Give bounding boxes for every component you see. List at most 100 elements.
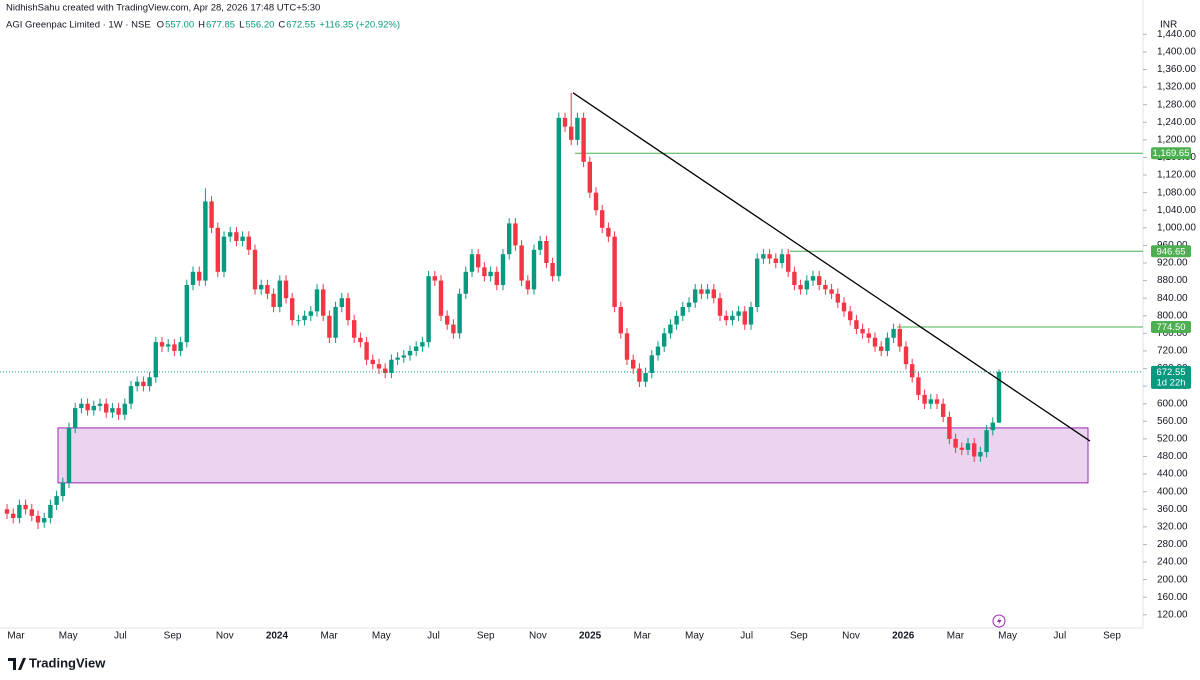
candle-body — [4, 509, 10, 514]
candle-body — [928, 399, 933, 404]
candle-body — [593, 192, 599, 211]
x-tick-label: Mar — [7, 631, 25, 642]
candle-body — [457, 293, 462, 334]
candle-body — [507, 223, 512, 255]
x-tick-label: May — [59, 631, 78, 642]
level-label: 946.65 — [1156, 246, 1185, 257]
brand-logo — [8, 658, 26, 670]
legend-value: 556.20 — [245, 20, 274, 31]
candle-body — [221, 236, 227, 272]
candle-body — [345, 298, 351, 321]
candle-body — [767, 254, 772, 259]
candle-body — [717, 298, 723, 316]
candle-body — [569, 126, 574, 140]
candle-body — [848, 311, 853, 321]
candle-body — [445, 315, 450, 325]
candle-body — [184, 284, 189, 343]
level-label: 1,169.65 — [1153, 148, 1190, 159]
bar-countdown: 1d 22h — [1156, 377, 1185, 388]
candle-body — [11, 513, 16, 519]
candle-body — [159, 342, 165, 347]
candle-body — [990, 422, 995, 431]
candle-body — [60, 482, 65, 497]
candle-body — [283, 280, 289, 299]
candle-body — [705, 289, 710, 294]
candle-body — [42, 518, 47, 523]
y-tick-label: 120.00 — [1157, 609, 1188, 620]
candle-body — [290, 298, 295, 321]
y-tick-label: 1,040.00 — [1157, 205, 1196, 216]
legend-change: +116.35 (+20.92%) — [319, 20, 400, 31]
candle-body — [575, 117, 580, 140]
candle-body — [786, 254, 791, 272]
candle-body — [203, 201, 208, 281]
candle-body — [910, 364, 915, 378]
legend-key: L — [239, 20, 244, 31]
attribution: NidhishSahu created with TradingView.com… — [6, 3, 320, 14]
candle-body — [779, 254, 785, 263]
y-tick-label: 720.00 — [1157, 346, 1188, 357]
x-tick-label: Sep — [790, 631, 808, 642]
candle-body — [29, 509, 34, 516]
candle-body — [395, 357, 400, 360]
candle-body — [482, 267, 487, 277]
candle-body — [265, 284, 270, 294]
candle-body — [841, 302, 847, 312]
candle-body — [897, 328, 902, 347]
level-label-box — [1151, 320, 1191, 333]
alert-icon[interactable] — [992, 614, 1006, 628]
candle-body — [469, 254, 475, 272]
candle-body — [823, 284, 828, 290]
candle-body — [600, 210, 605, 228]
candle-body — [389, 359, 394, 373]
candle-body — [401, 355, 406, 358]
candle-body — [550, 262, 555, 277]
candle-body — [761, 254, 766, 259]
candle-body — [965, 443, 971, 450]
candle-body — [860, 328, 865, 334]
candle-body — [35, 515, 41, 523]
candle-body — [587, 161, 592, 193]
candle-body — [172, 344, 177, 351]
candle-body — [463, 271, 468, 294]
candle-body — [748, 306, 754, 325]
y-tick-label: 1,320.00 — [1157, 82, 1196, 93]
candle-body — [500, 254, 506, 285]
candle-body — [556, 117, 561, 277]
candle-body — [810, 276, 816, 281]
candle-body — [438, 280, 444, 316]
last-price-label: 672.55 — [1156, 367, 1185, 378]
candle-body — [835, 293, 840, 303]
candle-body — [358, 337, 363, 343]
y-tick-label: 480.00 — [1157, 451, 1188, 462]
candle-body — [104, 403, 109, 413]
candle-body — [488, 271, 493, 277]
candle-body — [246, 236, 251, 250]
candle-body — [476, 254, 481, 268]
candle-body — [891, 328, 896, 338]
candle-body — [414, 346, 419, 351]
x-tick-label: Sep — [477, 631, 495, 642]
brand: TradingView — [8, 655, 106, 670]
y-tick-label: 600.00 — [1157, 398, 1188, 409]
candle-body — [240, 236, 245, 242]
candle-body — [85, 403, 90, 411]
candle-body — [581, 117, 586, 162]
x-tick-label: Mar — [634, 631, 652, 642]
y-tick-label: 1,400.00 — [1157, 47, 1196, 58]
candle-body — [699, 289, 704, 294]
alert-bolt — [997, 617, 1002, 625]
candle-body — [724, 315, 729, 321]
y-tick-label: 760.00 — [1157, 328, 1188, 339]
symbol-title: AGI Greenpac Limited · 1W · NSE — [6, 20, 151, 31]
candle-body — [711, 289, 716, 299]
y-tick-label: 1,080.00 — [1157, 187, 1196, 198]
candle-body — [513, 223, 518, 246]
legend-key: H — [198, 20, 205, 31]
candle-body — [308, 311, 313, 316]
candle-body — [110, 408, 115, 413]
candle-body — [209, 201, 214, 228]
candle-body — [252, 249, 258, 290]
candle-body — [984, 430, 989, 453]
candle-body — [996, 371, 1002, 423]
